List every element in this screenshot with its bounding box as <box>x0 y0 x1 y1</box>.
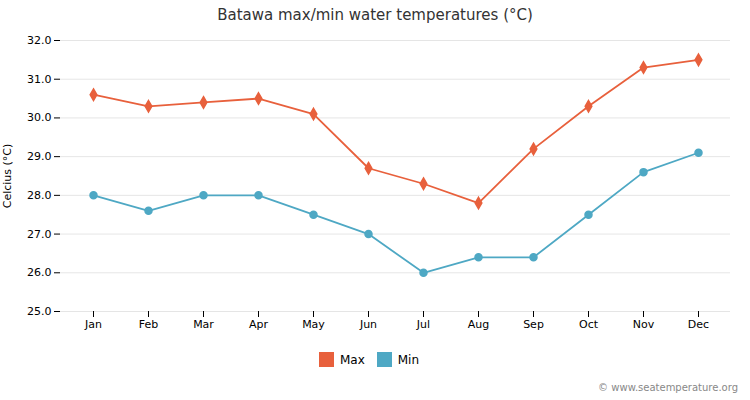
svg-text:31.0: 31.0 <box>27 73 52 86</box>
html-text:© www.seatemperature.org: © www.seatemperature.org <box>598 382 738 393</box>
svg-text:30.0: 30.0 <box>27 111 52 124</box>
svg-text:25.0: 25.0 <box>27 305 52 318</box>
svg-text:Aug: Aug <box>468 318 489 331</box>
svg-text:Apr: Apr <box>249 318 269 331</box>
svg-text:32.0: 32.0 <box>27 34 52 47</box>
html-text:Batawa max/min water temperatu: Batawa max/min water temperatures (°C) <box>217 6 533 24</box>
svg-text:Dec: Dec <box>688 318 709 331</box>
html-text:Max: Max <box>339 352 365 367</box>
svg-text:26.0: 26.0 <box>27 266 52 279</box>
svg-text:Jul: Jul <box>416 318 430 331</box>
svg-text:Feb: Feb <box>139 318 158 331</box>
html-text:Min: Min <box>397 352 419 367</box>
svg-text:Mar: Mar <box>193 318 214 331</box>
svg-text:Jun: Jun <box>359 318 377 331</box>
svg-text:29.0: 29.0 <box>27 150 52 163</box>
svg-text:Sep: Sep <box>523 318 544 331</box>
svg-text:Celcius (°C): Celcius (°C) <box>1 144 14 209</box>
svg-text:Oct: Oct <box>579 318 599 331</box>
svg-text:Nov: Nov <box>633 318 655 331</box>
svg-text:27.0: 27.0 <box>27 228 52 241</box>
svg-text:Jan: Jan <box>84 318 102 331</box>
svg-text:28.0: 28.0 <box>27 189 52 202</box>
svg-text:May: May <box>302 318 325 331</box>
